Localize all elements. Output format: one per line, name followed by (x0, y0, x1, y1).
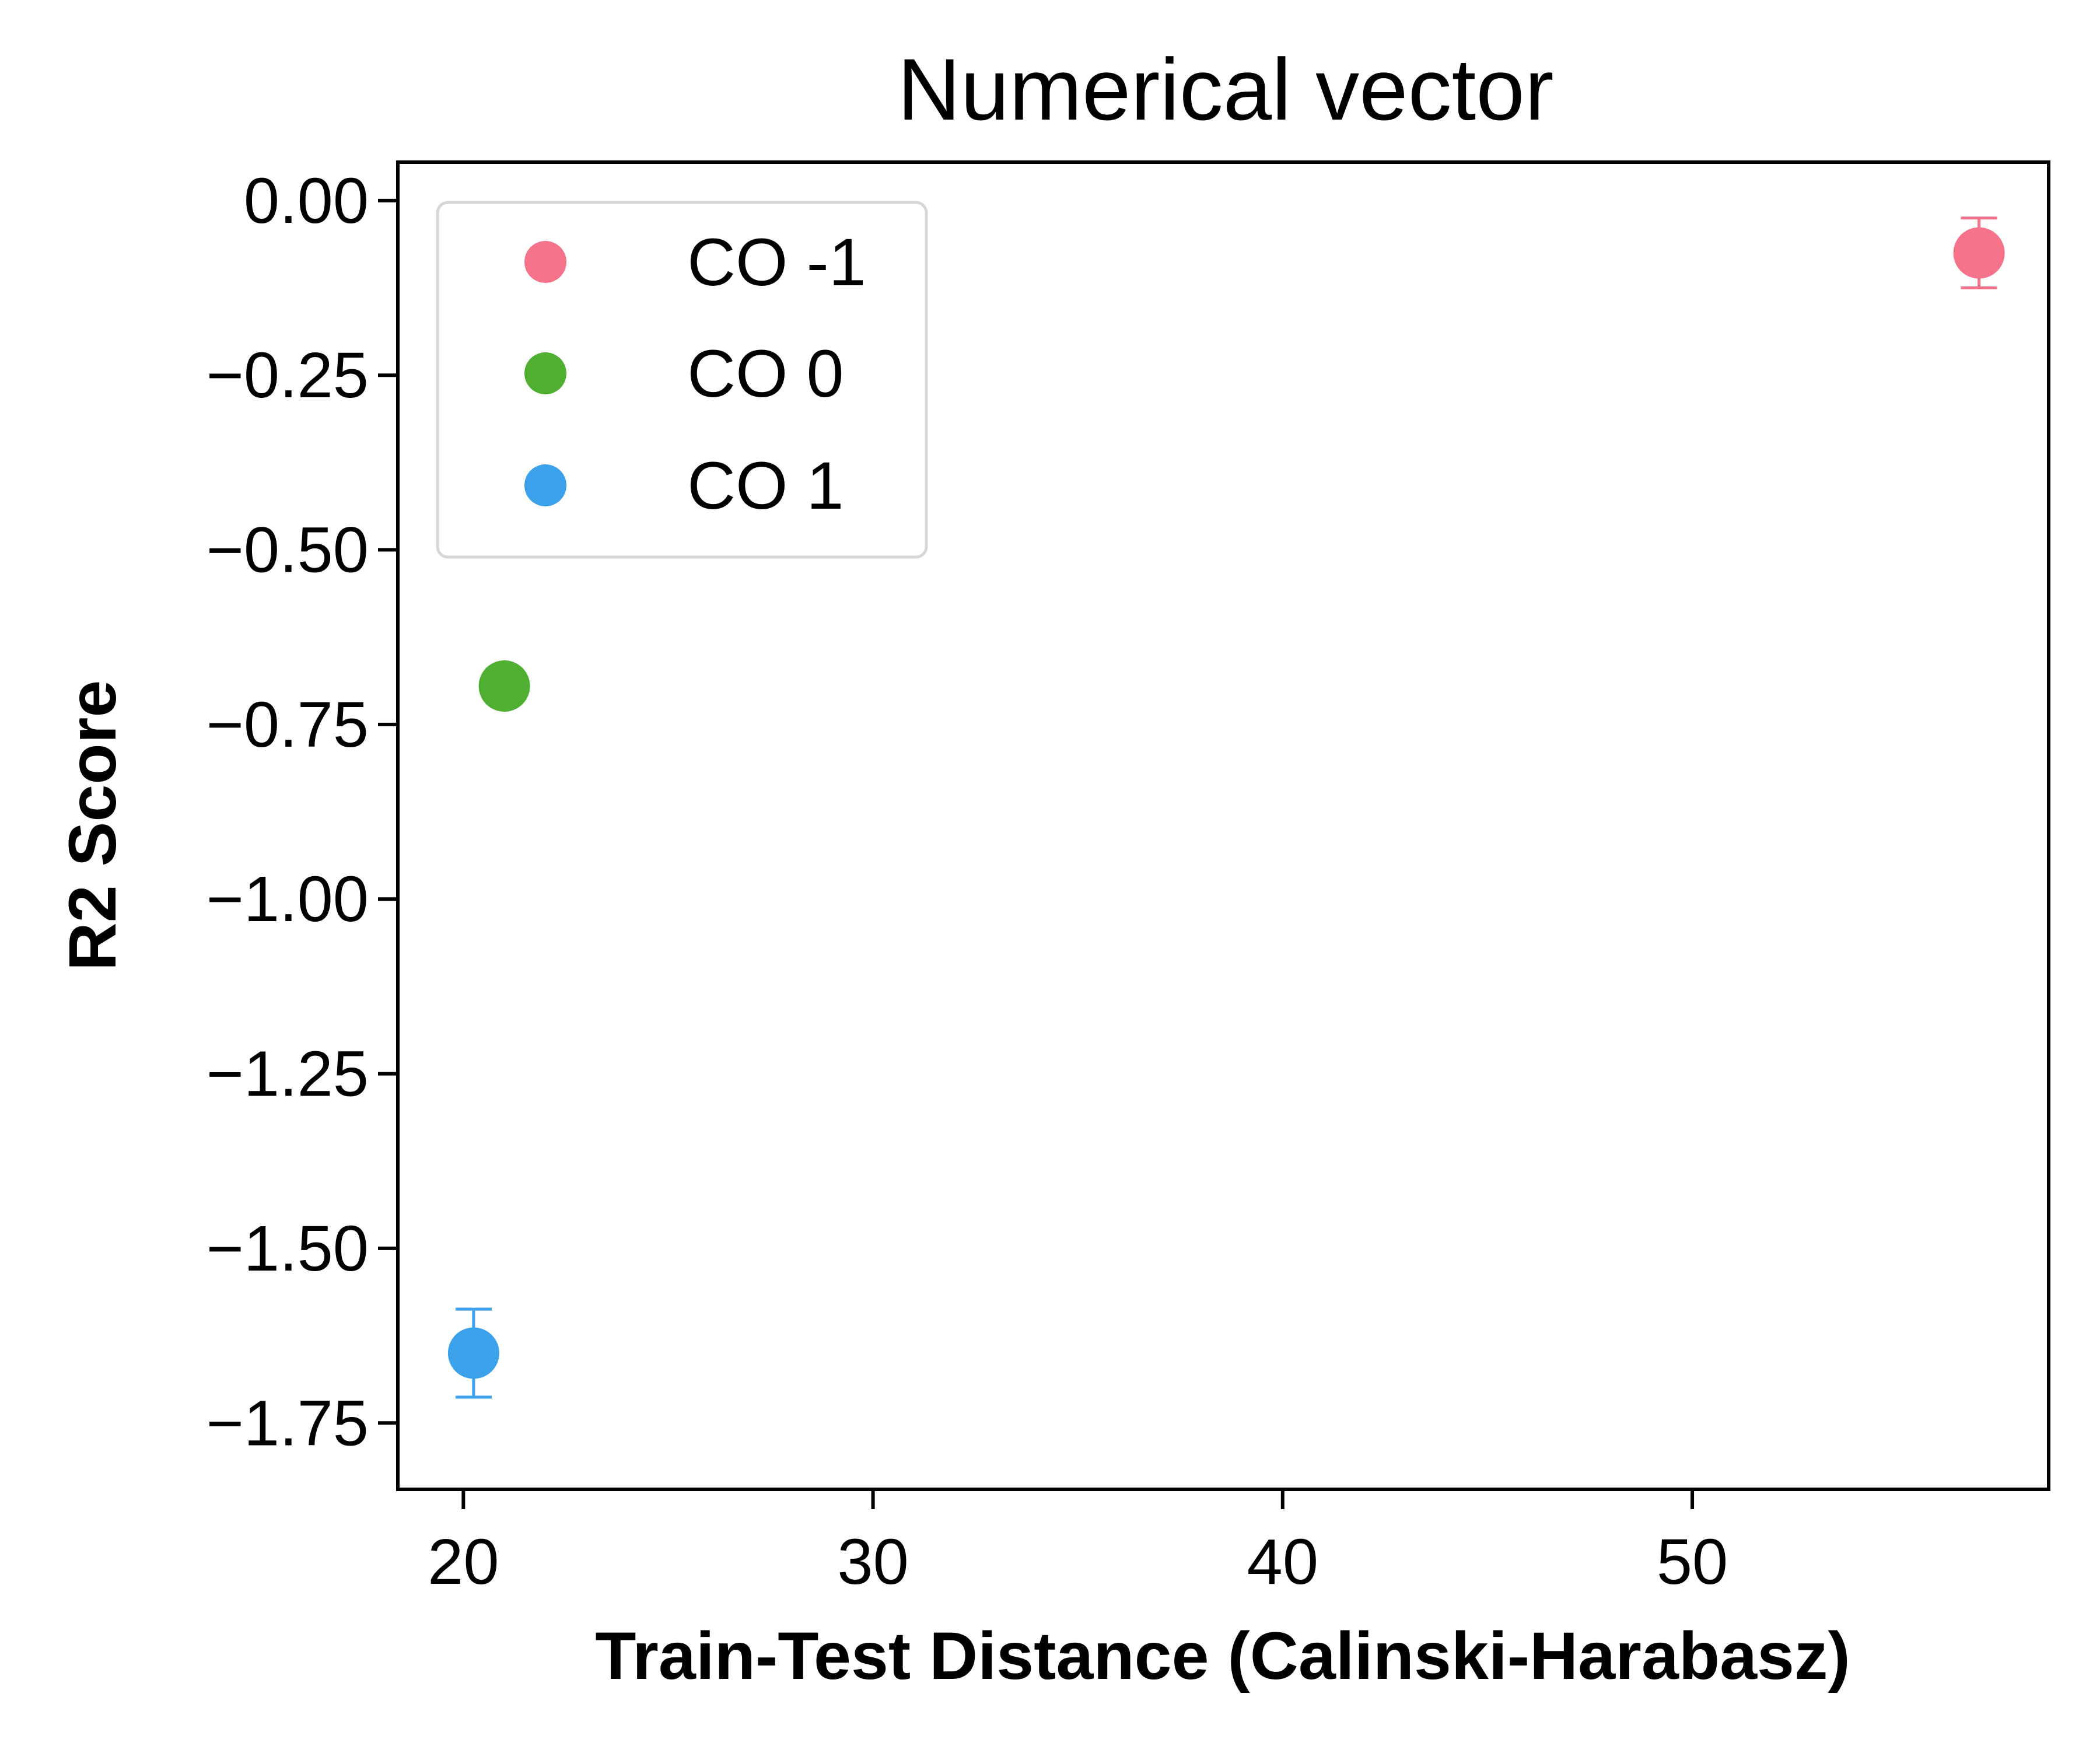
y-tick-label: −1.00 (206, 863, 369, 935)
y-axis-label: R2 Score (55, 680, 130, 971)
data-points (447, 216, 2005, 1399)
x-axis-label: Train-Test Distance (Calinski-Harabasz) (595, 1619, 1850, 1693)
legend-marker (524, 464, 566, 506)
y-tick-label: −0.75 (206, 689, 369, 761)
x-tick-label: 50 (1657, 1526, 1728, 1598)
legend-label: CO -1 (687, 225, 866, 300)
y-tick-label: −0.50 (206, 515, 369, 586)
data-point (478, 660, 530, 712)
legend-label: CO 1 (687, 449, 844, 523)
x-tick-label: 30 (837, 1526, 908, 1598)
legend-box (436, 201, 928, 559)
data-point (1953, 227, 2005, 279)
legend-marker (524, 241, 566, 283)
legend: CO -1 CO 0 CO 1 (436, 201, 928, 559)
y-tick-label: −0.25 (206, 340, 369, 411)
legend-items: CO -1 CO 0 CO 1 (524, 225, 866, 523)
y-tick-label: 0.00 (244, 165, 369, 237)
legend-label: CO 0 (687, 337, 844, 411)
data-point (447, 1327, 499, 1379)
plot-area-frame (396, 160, 2050, 1491)
x-axis-ticks: 20 30 40 50 (428, 1489, 1728, 1598)
x-tick-label: 20 (428, 1526, 499, 1598)
y-tick-label: −1.50 (206, 1213, 369, 1285)
y-axis-ticks: 0.00 −0.25 −0.50 −0.75 −1.00 −1.25 −1.50 −1.75 (206, 165, 398, 1459)
x-tick-label: 40 (1247, 1526, 1318, 1598)
y-tick-label: −1.75 (206, 1387, 369, 1459)
legend-marker (524, 352, 566, 394)
chart-title: Numerical vector (897, 40, 1553, 138)
y-tick-label: −1.25 (206, 1038, 369, 1110)
